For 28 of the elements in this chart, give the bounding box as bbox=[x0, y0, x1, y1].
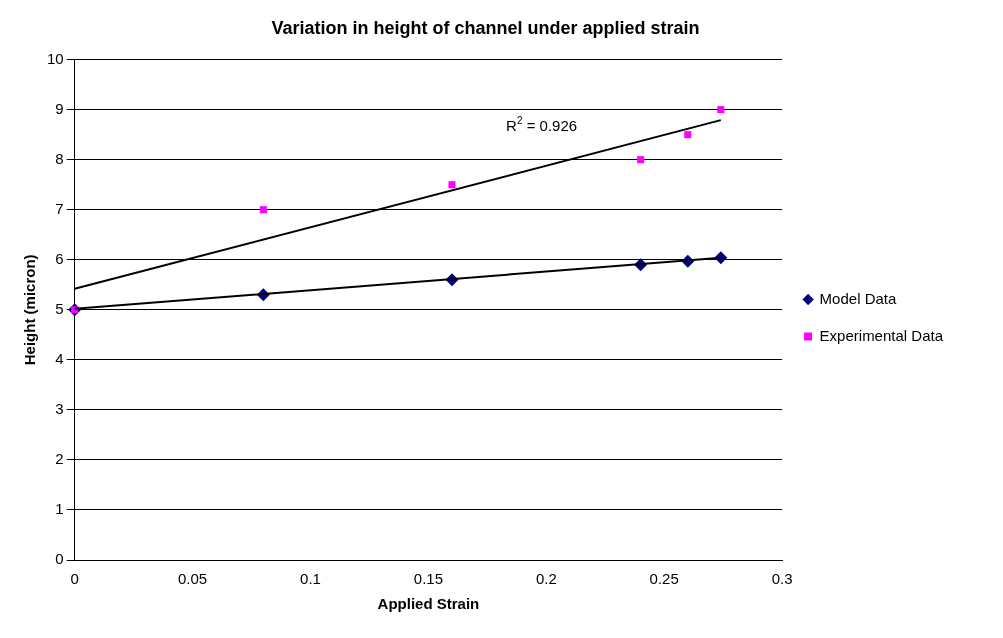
legend-label: Experimental Data bbox=[819, 326, 944, 344]
point bbox=[717, 106, 725, 114]
point bbox=[448, 181, 456, 189]
chart-title: Variation in height of channel under applied strain bbox=[271, 17, 700, 38]
y-tick-label: 5 bbox=[55, 299, 64, 317]
x-tick-label: 0.3 bbox=[771, 570, 793, 588]
y-tick-label: 9 bbox=[55, 99, 64, 117]
legend-label: Model Data bbox=[819, 289, 897, 307]
x-tick-label: 0 bbox=[70, 570, 79, 588]
y-tick-label: 1 bbox=[55, 500, 64, 518]
y-axis-title: Height (micron) bbox=[21, 254, 39, 366]
y-tick-label: 3 bbox=[55, 400, 64, 418]
x-axis-title: Applied Strain bbox=[377, 595, 480, 613]
x-tick-label: 0.25 bbox=[649, 570, 679, 588]
x-tick-label: 0.1 bbox=[300, 570, 321, 588]
y-tick-label: 8 bbox=[55, 149, 64, 167]
point bbox=[684, 131, 692, 139]
x-tick-label: 0.15 bbox=[413, 570, 443, 588]
y-tick-label: 7 bbox=[55, 199, 64, 217]
y-tick-label: 10 bbox=[47, 49, 64, 67]
x-tick-label: 0.05 bbox=[177, 570, 208, 588]
y-tick-label: 6 bbox=[55, 249, 64, 267]
point bbox=[259, 206, 267, 214]
x-tick-label: 0.2 bbox=[535, 570, 557, 588]
point bbox=[637, 156, 645, 164]
y-tick-label: 2 bbox=[55, 450, 64, 468]
y-tick-label: 4 bbox=[55, 349, 64, 367]
y-tick-label: 0 bbox=[55, 550, 64, 568]
